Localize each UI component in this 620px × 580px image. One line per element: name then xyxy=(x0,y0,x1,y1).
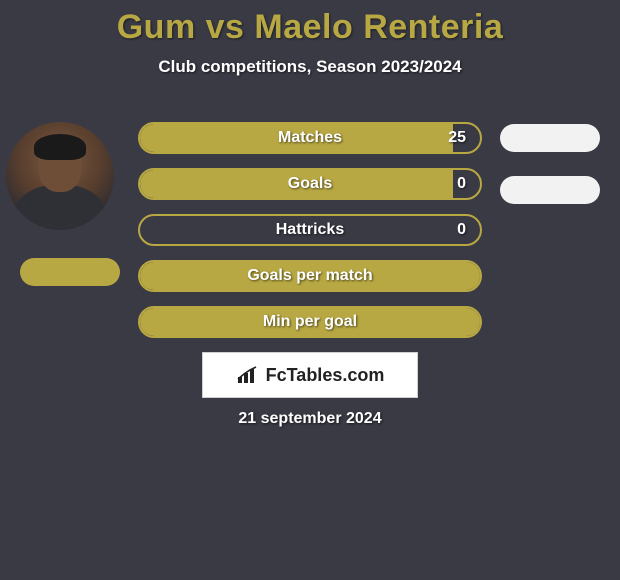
stat-bar-hattricks: Hattricks 0 xyxy=(138,214,482,246)
stat-bar-matches: Matches 25 xyxy=(138,122,482,154)
stat-bar-label: Matches xyxy=(140,124,480,152)
stat-bar-value: 0 xyxy=(457,170,466,198)
stat-bar-label: Goals xyxy=(140,170,480,198)
player-left-name-pill xyxy=(20,258,120,286)
avatar-hair xyxy=(34,134,86,160)
generated-date: 21 september 2024 xyxy=(0,410,620,428)
stat-bar-label: Hattricks xyxy=(140,216,480,244)
stat-bar-label: Min per goal xyxy=(140,308,480,336)
page-subtitle: Club competitions, Season 2023/2024 xyxy=(0,57,620,77)
brand-text: FcTables.com xyxy=(266,365,385,386)
stat-bar-label: Goals per match xyxy=(140,262,480,290)
stat-bars: Matches 25 Goals 0 Hattricks 0 Goals per… xyxy=(138,122,482,352)
chart-icon xyxy=(236,365,260,385)
stat-bar-min-per-goal: Min per goal xyxy=(138,306,482,338)
page-title: Gum vs Maelo Renteria xyxy=(0,0,620,47)
stat-bar-goals: Goals 0 xyxy=(138,168,482,200)
stat-bar-value: 0 xyxy=(457,216,466,244)
stat-bar-goals-per-match: Goals per match xyxy=(138,260,482,292)
brand-badge: FcTables.com xyxy=(202,352,418,398)
player-left-avatar xyxy=(6,122,114,230)
stat-bar-value: 25 xyxy=(448,124,466,152)
player-right-pill-1 xyxy=(500,124,600,152)
player-right-pill-2 xyxy=(500,176,600,204)
